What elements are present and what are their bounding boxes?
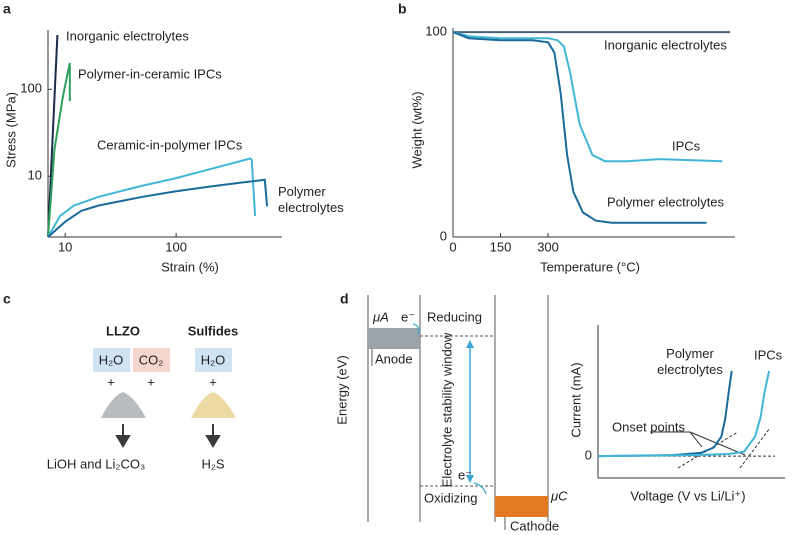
- x-axis-label: Voltage (V vs Li/Li⁺): [630, 488, 745, 503]
- y-axis-label: Current (mA): [568, 362, 583, 437]
- tangent-line: [677, 427, 771, 469]
- product: H₂S: [201, 456, 224, 471]
- x-tick-label: 0: [449, 239, 456, 254]
- y-tick-label: 100: [425, 24, 447, 39]
- series-line: [47, 62, 71, 238]
- cathode-box: [495, 496, 548, 517]
- anode-box: [368, 328, 420, 349]
- plus: +: [107, 374, 115, 389]
- y-tick-label: 10: [28, 168, 42, 183]
- arrow: [205, 424, 221, 448]
- material-title: LLZO: [106, 323, 140, 338]
- product: LiOH and Li₂CO₃: [47, 456, 146, 471]
- oxidizing: Oxidizing: [424, 490, 477, 505]
- series-label: IPCs: [672, 138, 701, 153]
- mu-a: μA: [372, 309, 389, 324]
- series-label: Inorganic electrolytes: [66, 28, 189, 43]
- reagent-box: [93, 348, 130, 372]
- series-line: [452, 31, 707, 224]
- reagent-box: [133, 348, 170, 372]
- powder-pile: [101, 392, 146, 418]
- mu-c: μC: [550, 488, 568, 503]
- plus: +: [209, 374, 217, 389]
- reagent: H₂O: [99, 352, 124, 367]
- x-tick-label: 150: [490, 239, 512, 254]
- electron: e⁻: [401, 309, 415, 324]
- y-axis-label: Stress (MPa): [3, 92, 18, 168]
- panel-label: a: [3, 1, 11, 17]
- reagent-box: [195, 348, 232, 372]
- arrow: [115, 424, 131, 448]
- series-label: Ceramic-in-polymer IPCs: [97, 137, 243, 152]
- reagent: CO₂: [139, 352, 164, 367]
- y-axis-label: Weight (wt%): [409, 91, 424, 168]
- x-tick-label: 10: [58, 239, 72, 254]
- electron-arrow: [412, 323, 420, 335]
- leader-line: [650, 431, 746, 456]
- anode: Anode: [375, 351, 413, 366]
- electron-arrow: [473, 482, 487, 495]
- plus: +: [147, 374, 155, 389]
- reagent: H₂O: [201, 352, 226, 367]
- y-tick-label: 0: [585, 448, 592, 463]
- series-label: Polymer electrolytes: [657, 346, 723, 377]
- x-axis-label: Strain (%): [161, 259, 219, 274]
- series-label: Polymer-in-ceramic IPCs: [78, 66, 222, 81]
- reducing: Reducing: [427, 309, 482, 324]
- energy-label: Energy (eV): [334, 355, 349, 424]
- electron: e⁻: [458, 467, 472, 482]
- series-line: [597, 370, 733, 458]
- x-axis-label: Temperature (°C): [540, 259, 640, 274]
- series-label: Polymer electrolytes: [607, 194, 725, 209]
- series-label: Inorganic electrolytes: [604, 37, 727, 52]
- series-label: IPCs: [754, 347, 783, 362]
- x-tick-label: 100: [165, 239, 187, 254]
- annotation: Onset points: [612, 419, 685, 434]
- cathode: Cathode: [510, 518, 559, 533]
- series-line: [452, 31, 723, 163]
- powder-pile: [191, 392, 236, 418]
- window-label: Electrolyte stability window: [439, 332, 454, 487]
- y-tick-label: 0: [440, 228, 447, 243]
- series-label: Polymer electrolytes: [278, 184, 344, 215]
- y-tick-label: 100: [20, 81, 42, 96]
- panel-label: c: [3, 291, 11, 307]
- panel-label: b: [398, 1, 407, 17]
- x-tick-label: 300: [537, 239, 559, 254]
- series-line: [597, 370, 771, 458]
- series-line: [47, 178, 269, 238]
- material-title: Sulfides: [188, 323, 239, 338]
- series-line: [47, 157, 257, 238]
- panel-label: d: [340, 291, 349, 307]
